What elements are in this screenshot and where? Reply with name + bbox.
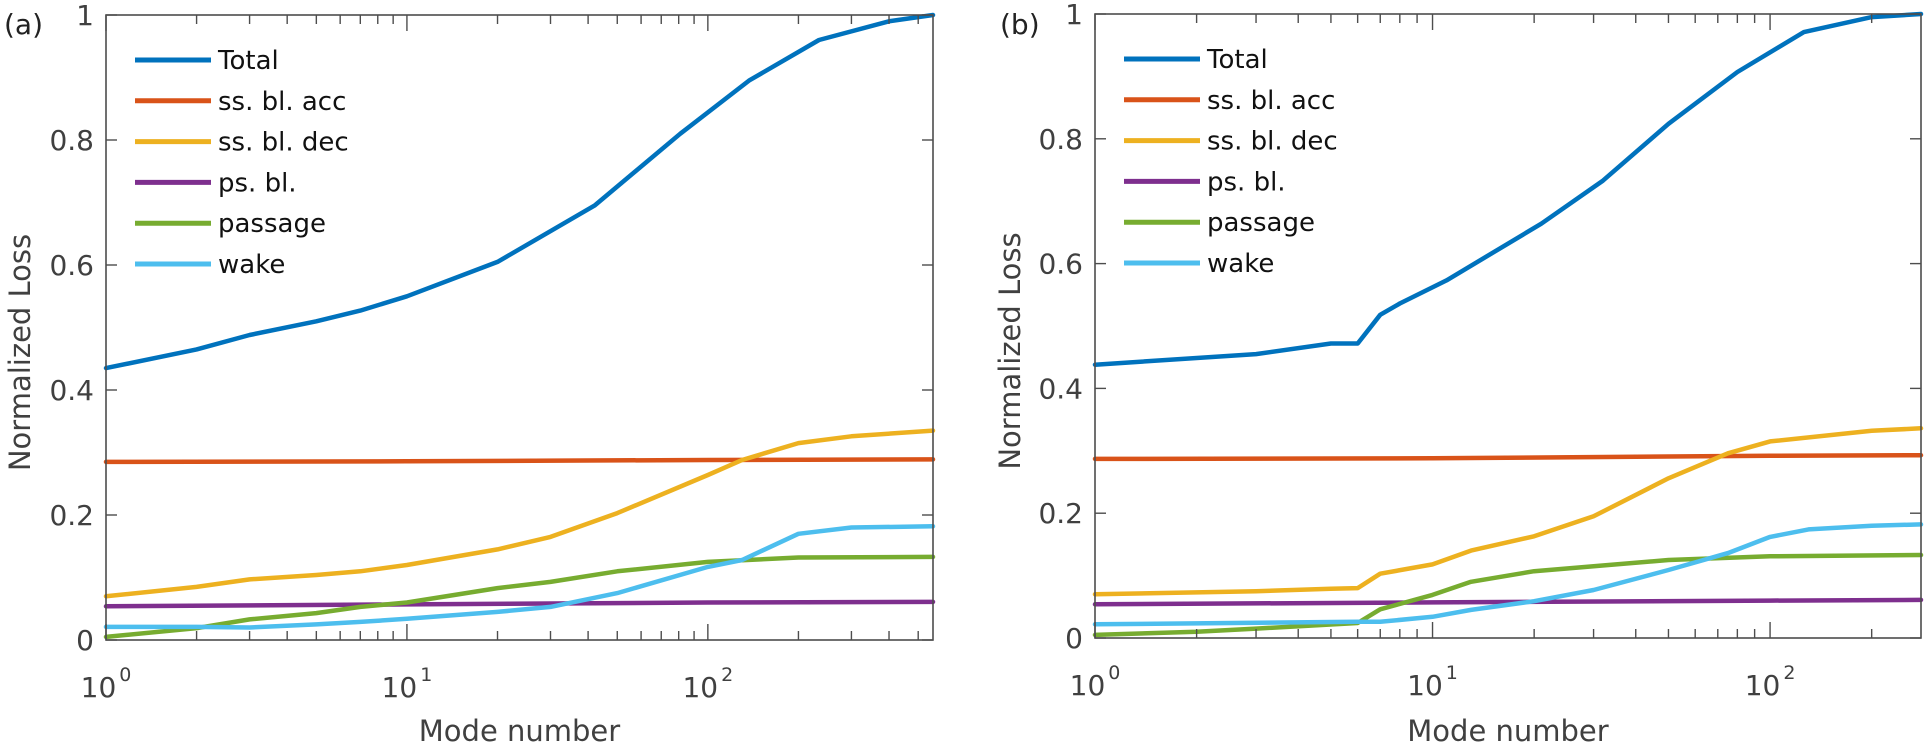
legend-label: Total [217, 46, 279, 76]
legend: Total ss. bl. acc ss. bl. dec ps. bl. passag… [135, 46, 349, 280]
legend: Total ss. bl. acc ss. bl. dec ps. bl. passag… [1124, 45, 1338, 279]
x-tick-base: 10 [682, 671, 718, 704]
y-tick-label: 0.8 [49, 124, 94, 157]
y-tick-label: 0.4 [49, 374, 94, 407]
y-tick-label: 1 [76, 0, 94, 32]
axes-frame [105, 14, 934, 641]
x-tick-base: 10 [1407, 669, 1443, 702]
x-tick-exponent: 0 [1108, 662, 1120, 684]
legend-label: Total [1206, 45, 1268, 75]
y-tick-label: 0 [1065, 622, 1083, 655]
x-tick-label: 10 1 [382, 664, 433, 704]
x-tick-label: 10 0 [81, 664, 132, 704]
panel-label: (b) [1000, 8, 1040, 41]
x-tick-label: 10 0 [1070, 662, 1121, 702]
series-line-total [1092, 11, 1924, 367]
legend-item: wake [135, 250, 285, 280]
legend-item: Total [1124, 45, 1268, 75]
x-tick-exponent: 1 [1446, 662, 1458, 684]
legend-item: ss. bl. dec [135, 128, 349, 158]
x-tick-label: 10 1 [1407, 662, 1458, 702]
legend-label: ps. bl. [218, 168, 297, 198]
y-tick-label: 0.4 [1038, 372, 1083, 405]
y-tick-label: 0.6 [1038, 248, 1083, 281]
x-tick-label: 10 2 [1745, 662, 1796, 702]
x-tick-exponent: 2 [1783, 662, 1795, 684]
panel-label: (a) [4, 8, 43, 41]
series-line-ps-bl [103, 599, 936, 609]
legend-item: passage [1124, 208, 1315, 238]
legend-label: ss. bl. dec [218, 128, 349, 158]
series-line-ps-bl [1092, 597, 1924, 607]
legend-label: wake [1207, 249, 1274, 279]
legend-label: ss. bl. acc [218, 87, 346, 117]
x-tick-base: 10 [1070, 669, 1106, 702]
legend-label: ss. bl. dec [1207, 127, 1338, 157]
legend-item: ss. bl. acc [1124, 86, 1335, 116]
series-group [1092, 11, 1924, 638]
series-line-ss-bl-dec [103, 428, 936, 599]
x-tick-label: 10 2 [682, 664, 733, 704]
series-line-passage [1092, 552, 1924, 638]
x-tick-base: 10 [382, 671, 418, 704]
legend-label: ss. bl. acc [1207, 86, 1335, 116]
y-axis-label: Normalized Loss [993, 232, 1027, 469]
y-tick-label: 0.8 [1038, 123, 1083, 156]
series-line-ss-bl-dec [1092, 426, 1924, 597]
legend-item: ss. bl. acc [135, 87, 346, 117]
legend-label: wake [218, 250, 285, 280]
legend-item: ps. bl. [135, 168, 297, 198]
y-axis-label: Normalized Loss [3, 234, 37, 471]
series-line-total [103, 12, 936, 371]
y-tick-label: 0.6 [49, 249, 94, 282]
x-tick-exponent: 2 [721, 664, 733, 686]
legend-label: ps. bl. [1207, 167, 1286, 197]
x-tick-base: 10 [81, 671, 117, 704]
x-axis-label: Mode number [1407, 714, 1608, 748]
series-line-ss-bl-acc [103, 457, 936, 465]
legend-item: passage [135, 209, 326, 239]
y-tick-label: 0.2 [49, 499, 94, 532]
legend-label: passage [218, 209, 326, 239]
legend-item: ps. bl. [1124, 167, 1286, 197]
x-tick-exponent: 0 [119, 664, 131, 686]
series-line-wake [1092, 522, 1924, 627]
x-tick-exponent: 1 [420, 664, 432, 686]
legend-item: wake [1124, 249, 1274, 279]
y-tick-label: 1 [1065, 0, 1083, 31]
axes-frame [1094, 13, 1922, 639]
x-tick-base: 10 [1745, 669, 1781, 702]
series-line-passage [103, 554, 936, 640]
y-tick-label: 0 [76, 624, 94, 657]
legend-label: passage [1207, 208, 1315, 238]
legend-item: ss. bl. dec [1124, 127, 1338, 157]
series-line-ss-bl-acc [1092, 452, 1924, 462]
series-line-wake [103, 524, 936, 630]
y-tick-label: 0.2 [1038, 497, 1083, 530]
series-group [103, 12, 936, 640]
x-axis-label: Mode number [419, 714, 620, 748]
legend-item: Total [135, 46, 279, 76]
